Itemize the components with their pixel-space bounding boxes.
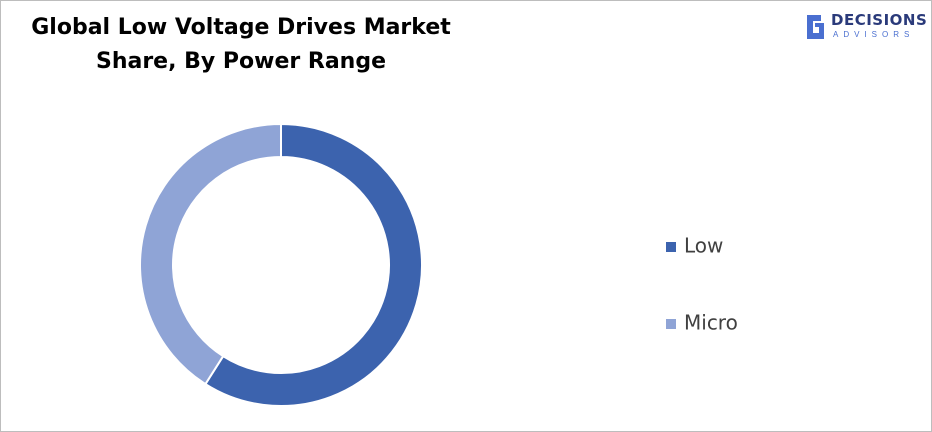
logo-tagline: ADVISORS xyxy=(833,30,915,39)
logo-icon xyxy=(807,15,824,39)
donut-segment xyxy=(139,122,282,386)
logo-name: DECISIONS xyxy=(831,11,928,29)
legend-label: Micro xyxy=(684,311,738,335)
legend-swatch xyxy=(666,319,676,329)
legend-label: Low xyxy=(684,234,723,258)
donut-segment xyxy=(204,122,423,407)
legend-swatch xyxy=(666,242,676,252)
chart-title: Global Low Voltage Drives Market Share, … xyxy=(31,15,451,74)
